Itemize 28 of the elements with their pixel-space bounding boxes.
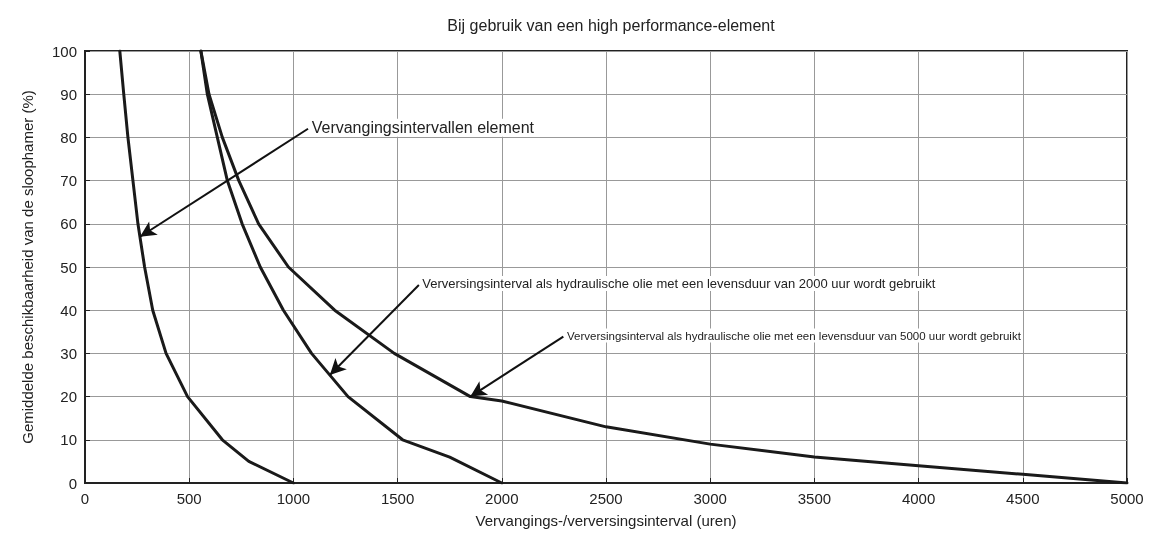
- annotation: Verversingsinterval als hydraulische olie met een levensduur van 5000 uur wordt gebruikt: [567, 329, 1022, 342]
- x-tick-label: 4000: [901, 490, 936, 507]
- x-tick-label: 4500: [1006, 490, 1040, 507]
- x-tick-label: 1000: [276, 490, 311, 507]
- y-tick-label: 50: [60, 258, 77, 276]
- y-tick-label: 0: [68, 474, 77, 492]
- x-tick-label: 0: [80, 490, 90, 507]
- y-axis-title: Gemiddelde beschikbaarheid van de sloophamer (%): [19, 90, 36, 444]
- x-tick-label: 3500: [797, 490, 832, 507]
- x-tick-label: 1500: [380, 490, 415, 507]
- x-tick-label: 5000: [1110, 490, 1144, 507]
- y-tick-label: 60: [60, 215, 77, 233]
- y-tick-label: 80: [60, 128, 77, 146]
- x-tick-label: 3000: [693, 490, 727, 507]
- y-tick-label: 40: [60, 301, 77, 319]
- y-tick-label: 10: [60, 431, 77, 449]
- y-tick-label: 70: [60, 172, 77, 190]
- y-tick-label: 100: [51, 42, 77, 60]
- y-tick-label: 20: [60, 388, 77, 406]
- y-tick-label: 90: [60, 85, 77, 103]
- chart-title: Bij gebruik van een high performance-element: [447, 16, 776, 34]
- x-tick-label: 2500: [589, 490, 623, 507]
- x-axis-title: Vervangings-/verversingsinterval (uren): [475, 512, 737, 529]
- x-tick-label: 500: [176, 490, 202, 507]
- x-tick-label: 2000: [485, 490, 519, 507]
- annotation: Vervangingsintervallen element: [311, 119, 535, 137]
- annotation: Verversingsinterval als hydraulische olie met een levensduur van 2000 uur wordt gebruikt: [422, 276, 936, 292]
- y-tick-label: 30: [60, 344, 77, 362]
